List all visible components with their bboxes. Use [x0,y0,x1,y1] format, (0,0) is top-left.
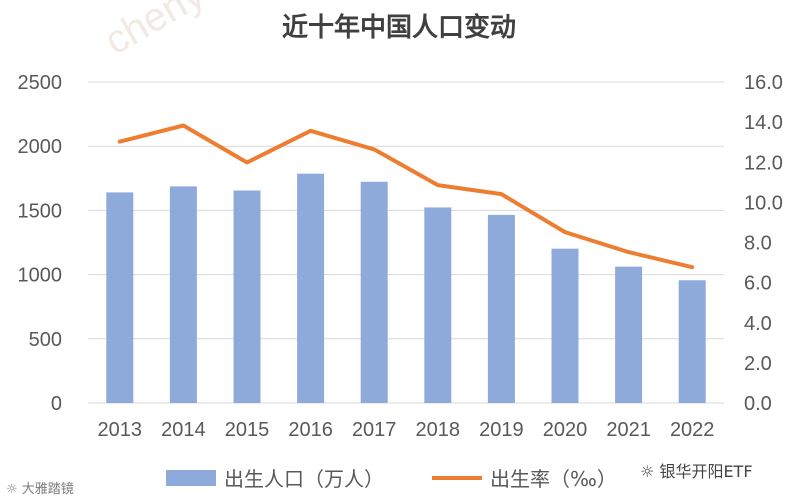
line-point-2015 [246,161,248,163]
y-left-tick-label: 0 [51,393,62,415]
x-tick-label: 2014 [161,419,206,441]
y-left-tick-label: 1000 [18,265,63,287]
y-left-tick-label: 2000 [18,136,63,158]
y-right-tick-label: 4.0 [744,313,772,335]
line-point-2017 [373,148,375,150]
footer-left-label: 大雅踏镜 [21,482,74,497]
footer-right-label: 银华开阳ETF [659,462,753,481]
bar-2020 [551,248,579,403]
wechat-icon: ☼ [6,482,18,497]
x-tick-label: 2018 [416,419,461,441]
x-tick-label: 2013 [98,419,143,441]
line-point-2014 [182,125,184,127]
legend-bar-label: 出生人口（万人） [224,467,384,491]
y-left-tick-label: 2500 [18,72,63,94]
y-right-tick-label: 2.0 [744,353,772,375]
footer-source-left: ☼ 大雅踏镜 [6,478,74,497]
x-tick-label: 2022 [670,419,715,441]
x-tick-label: 2019 [479,419,524,441]
x-tick-label: 2017 [352,419,397,441]
y-right-tick-label: 14.0 [744,112,783,134]
bar-2014 [169,186,197,403]
y-left-tick-label: 500 [29,329,62,351]
y-right-tick-label: 8.0 [744,233,772,255]
x-tick-label: 2015 [225,419,270,441]
footer-source-right: ☼ 银华开阳ETF [640,458,753,482]
x-tick-label: 2016 [288,419,333,441]
chart-title: 近十年中国人口变动 [282,12,516,43]
line-point-2013 [119,141,121,143]
line-point-2019 [500,193,502,195]
bar-2015 [233,190,261,403]
bar-2018 [424,207,452,403]
bar-2016 [297,173,325,403]
y-right-tick-label: 12.0 [744,152,783,174]
x-tick-label: 2021 [606,419,651,441]
line-point-2018 [437,184,439,186]
line-point-2020 [564,231,566,233]
y-right-tick-label: 0.0 [744,393,772,415]
legend-bar-swatch [166,470,216,486]
line-point-2022 [691,266,693,268]
wechat-icon: ☼ [640,462,655,481]
bar-2013 [106,192,134,403]
bar-2019 [487,214,515,403]
y-right-tick-label: 16.0 [744,72,783,94]
x-tick-label: 2020 [543,419,588,441]
bar-2022 [678,280,706,403]
bar-2017 [360,181,388,403]
line-birth-rate [117,123,695,270]
legend-line-label: 出生率（‰） [490,467,617,491]
bar-2021 [615,266,643,403]
line-point-2016 [310,130,312,132]
y-right-tick-label: 6.0 [744,273,772,295]
line-point-2021 [628,251,630,253]
y-left-tick-label: 1500 [18,200,63,222]
y-right-tick-label: 10.0 [744,192,783,214]
